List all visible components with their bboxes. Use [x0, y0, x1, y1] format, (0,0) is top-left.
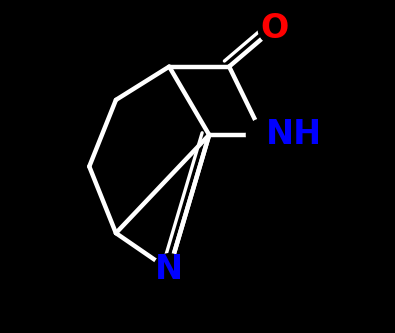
Circle shape — [153, 254, 185, 286]
Text: O: O — [260, 12, 288, 45]
Circle shape — [246, 119, 278, 151]
Text: NH: NH — [266, 118, 322, 152]
Circle shape — [258, 12, 290, 44]
Text: N: N — [155, 253, 183, 286]
